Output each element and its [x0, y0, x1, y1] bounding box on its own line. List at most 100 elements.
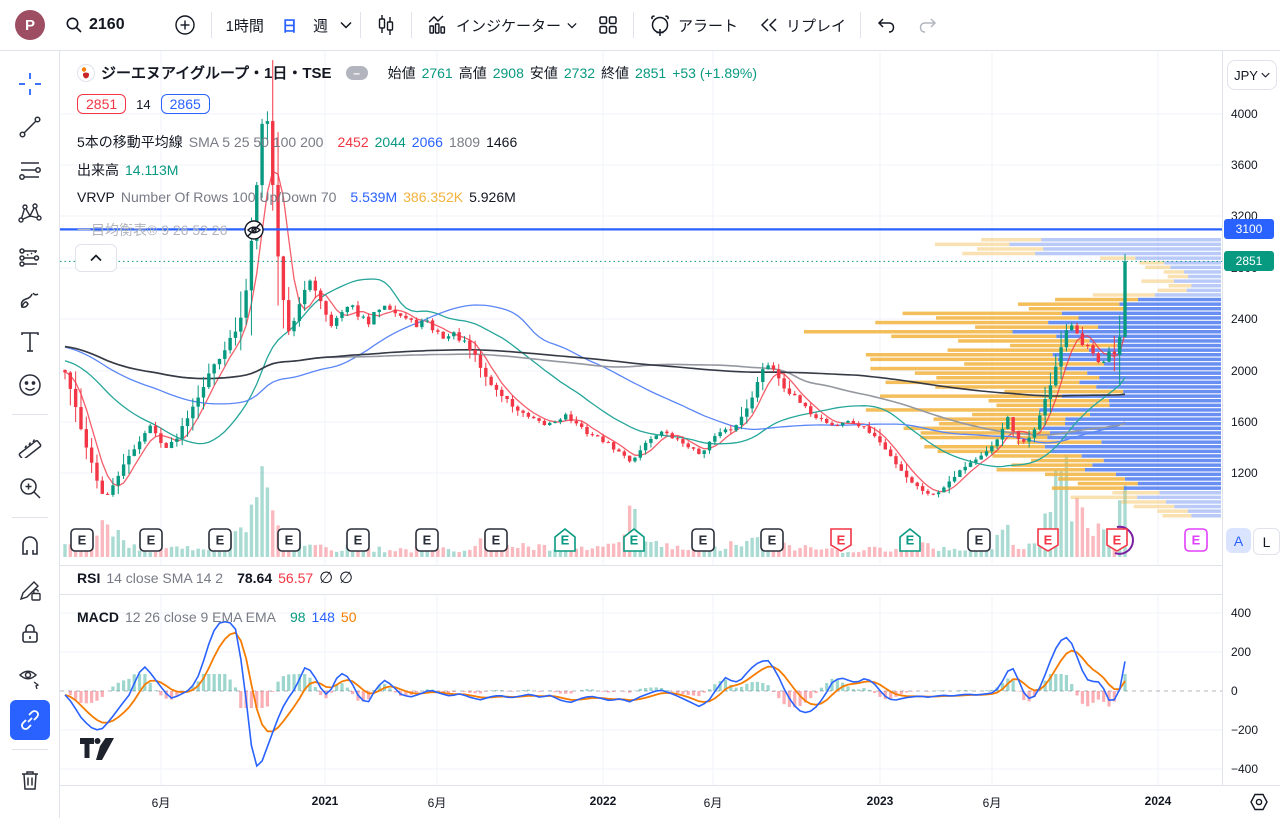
- svg-text:E: E: [630, 533, 639, 548]
- tool-remove-drawings-button[interactable]: [10, 760, 50, 800]
- earnings-badge[interactable]: E: [346, 528, 370, 552]
- tool-fib-lines-button[interactable]: [10, 150, 50, 190]
- svg-text:E: E: [1113, 533, 1122, 548]
- interval-day-button[interactable]: 日: [281, 17, 297, 35]
- vrvp-down-volume: 386.352K: [403, 189, 464, 205]
- tool-lock-all-button[interactable]: [10, 614, 50, 654]
- earnings-badge[interactable]: E: [139, 528, 163, 552]
- toolbar-separator: [210, 12, 212, 38]
- alert-button[interactable]: アラート: [638, 6, 748, 44]
- legend-collapse-icon[interactable]: –: [345, 65, 368, 80]
- tool-draw-lock-button[interactable]: [10, 571, 50, 611]
- redo-button[interactable]: [907, 6, 949, 44]
- forecast-icon: [17, 243, 43, 269]
- price-axis[interactable]: JPY 400036003200280024002000160012003100…: [1222, 50, 1280, 818]
- toolbar-separator: [359, 12, 361, 38]
- close-label: 終値: [601, 64, 630, 81]
- earnings-badge[interactable]: E: [691, 528, 715, 552]
- earnings-badge[interactable]: E: [623, 527, 645, 552]
- earnings-badge[interactable]: E: [830, 528, 852, 552]
- ichimoku-legend-row[interactable]: 一目均衡表® 9 26 52 26: [77, 219, 265, 241]
- pane-separator[interactable]: [60, 594, 1280, 595]
- interval-1hour-button[interactable]: 1時間: [225, 17, 264, 35]
- legend-collapse-button[interactable]: [75, 244, 117, 272]
- hide-drawings-icon: [17, 664, 43, 690]
- svg-text:E: E: [1192, 533, 1201, 548]
- earnings-badge[interactable]: E: [415, 528, 439, 552]
- tool-magnet-button[interactable]: [10, 528, 50, 568]
- add-symbol-button[interactable]: [163, 6, 207, 44]
- tool-emoji-button[interactable]: [10, 365, 50, 405]
- bid-ask-row: 2851 14 2865: [77, 94, 210, 114]
- tool-trend-line-button[interactable]: [10, 107, 50, 147]
- replay-button[interactable]: リプレイ: [748, 6, 856, 44]
- svg-text:E: E: [906, 533, 915, 548]
- symbol-legend-row[interactable]: ジーエヌアイグループ・1日・TSE – 始値 2761 高値 2908 安値 2732…: [77, 62, 757, 83]
- indicators-button[interactable]: インジケーター: [416, 6, 587, 44]
- earnings-badge[interactable]: E: [899, 527, 921, 552]
- ma-legend-row[interactable]: 5本の移動平均線 SMA 5 25 50 100 200 2452 2044 2…: [77, 132, 517, 152]
- rsi-params: 14 close SMA 14 2: [106, 570, 224, 586]
- tradingview-logo[interactable]: [80, 738, 114, 765]
- price-tick-label: 1200: [1231, 466, 1258, 480]
- bid-tag[interactable]: 2851: [77, 94, 127, 114]
- vrvp-legend-row[interactable]: VRVP Number Of Rows 100 Up/Down 70 5.539…: [77, 189, 516, 205]
- volume-legend-row[interactable]: 出来高 14.113M: [77, 160, 178, 180]
- tool-text-tool-button[interactable]: [10, 322, 50, 362]
- plus-circle-icon: [173, 13, 197, 37]
- tool-brush-button[interactable]: [10, 279, 50, 319]
- eye-off-icon[interactable]: [243, 219, 265, 241]
- interval-menu-button[interactable]: [336, 6, 356, 44]
- earnings-badge[interactable]: E: [1106, 525, 1134, 555]
- undo-button[interactable]: [865, 6, 907, 44]
- svg-text:E: E: [354, 533, 363, 548]
- macd-legend-row[interactable]: MACD 12 26 close 9 EMA EMA 98 148 50: [77, 609, 356, 625]
- time-tick-label: 2024: [1144, 794, 1172, 808]
- tool-sync-drawings-button[interactable]: [9, 699, 50, 740]
- tool-xabcd-pattern-button[interactable]: [10, 193, 50, 233]
- macd-params: 12 26 close 9 EMA EMA: [125, 609, 276, 625]
- tool-zoom-in-button[interactable]: [10, 468, 50, 508]
- user-avatar[interactable]: P: [15, 10, 45, 40]
- currency-toggle-button[interactable]: JPY: [1227, 60, 1277, 90]
- earnings-badge[interactable]: E: [760, 528, 784, 552]
- tool-hide-drawings-button[interactable]: [10, 657, 50, 697]
- price-tag-2851: 2851: [1224, 251, 1274, 271]
- auto-scale-chip[interactable]: A: [1226, 528, 1251, 553]
- earnings-badge[interactable]: E: [484, 528, 508, 552]
- earnings-badge[interactable]: E: [1037, 528, 1059, 552]
- earnings-badge[interactable]: E: [1184, 528, 1208, 552]
- earnings-badge[interactable]: E: [208, 528, 232, 552]
- high-label: 高値: [458, 64, 487, 81]
- price-tag-3100: 3100: [1224, 219, 1274, 239]
- price-tick-label: 1600: [1231, 415, 1258, 429]
- tool-forecast-button[interactable]: [10, 236, 50, 276]
- undo-icon: [875, 16, 897, 34]
- log-scale-chip[interactable]: L: [1253, 528, 1280, 555]
- earnings-badge[interactable]: E: [70, 528, 94, 552]
- drawing-toolbar: [0, 50, 60, 818]
- xabcd-pattern-icon: [17, 200, 43, 226]
- time-axis[interactable]: 6月 2021 6月 2022 6月 2023 6月 2024: [60, 785, 1280, 818]
- remove-drawings-icon: [17, 767, 43, 793]
- symbol-search-button[interactable]: 2160: [55, 6, 135, 44]
- time-tick-label: 2021: [311, 794, 339, 808]
- redo-icon: [917, 16, 939, 34]
- time-tick-label: 6月: [982, 796, 1002, 810]
- earnings-badge[interactable]: E: [554, 527, 576, 552]
- earnings-badge[interactable]: E: [277, 528, 301, 552]
- tool-crosshair-button[interactable]: [10, 64, 50, 104]
- macd-pane[interactable]: [60, 594, 1222, 785]
- ask-tag[interactable]: 2865: [160, 94, 210, 114]
- pane-separator[interactable]: [60, 565, 1280, 566]
- earnings-badge[interactable]: E: [967, 528, 991, 552]
- rsi-legend-row[interactable]: RSI 14 close SMA 14 2 78.64 56.57 ∅ ∅: [77, 568, 353, 588]
- svg-text:E: E: [837, 533, 846, 548]
- interval-week-button[interactable]: 週: [312, 17, 328, 35]
- chart-style-button[interactable]: [365, 6, 407, 44]
- tool-ruler-button[interactable]: [10, 425, 50, 465]
- layout-templates-button[interactable]: [587, 6, 629, 44]
- timezone-settings-icon[interactable]: [1248, 791, 1270, 818]
